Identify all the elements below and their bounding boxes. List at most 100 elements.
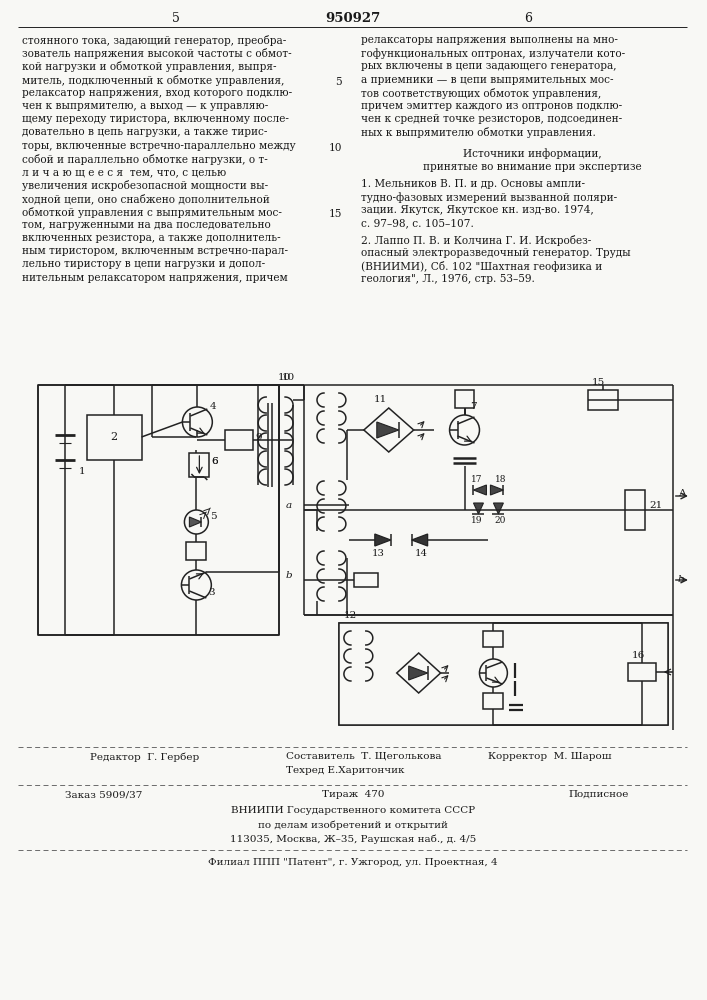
Text: лельно тиристору в цепи нагрузки и допол-: лельно тиристору в цепи нагрузки и допол… bbox=[22, 259, 265, 269]
Bar bbox=[226, 430, 253, 450]
Bar bbox=[187, 542, 206, 560]
Text: 7: 7 bbox=[470, 402, 477, 411]
Polygon shape bbox=[493, 503, 503, 514]
Text: b: b bbox=[678, 576, 684, 584]
Text: л и ч а ю щ е е с я  тем, что, с целью: л и ч а ю щ е е с я тем, что, с целью bbox=[22, 167, 226, 177]
Text: 6: 6 bbox=[211, 456, 218, 466]
Circle shape bbox=[182, 407, 212, 437]
Polygon shape bbox=[364, 408, 414, 452]
Text: 4: 4 bbox=[209, 402, 216, 411]
Polygon shape bbox=[377, 422, 399, 438]
Bar bbox=[87, 415, 141, 460]
Text: A: A bbox=[678, 488, 685, 497]
Text: ВНИИПИ Государственного комитета СССР: ВНИИПИ Государственного комитета СССР bbox=[230, 806, 475, 815]
Text: Составитель  Т. Щеголькова: Составитель Т. Щеголькова bbox=[286, 752, 442, 761]
Text: торы, включенные встречно-параллельно между: торы, включенные встречно-параллельно ме… bbox=[22, 141, 296, 151]
Polygon shape bbox=[189, 517, 201, 527]
Text: 2: 2 bbox=[110, 432, 117, 442]
Circle shape bbox=[450, 415, 479, 445]
Text: 19: 19 bbox=[471, 516, 482, 525]
Text: 11: 11 bbox=[374, 395, 387, 404]
Text: 17: 17 bbox=[471, 475, 482, 484]
Circle shape bbox=[182, 570, 211, 600]
Bar bbox=[484, 693, 503, 709]
Text: Филиал ППП "Патент", г. Ужгород, ул. Проектная, 4: Филиал ППП "Патент", г. Ужгород, ул. Про… bbox=[208, 858, 498, 867]
Text: том, нагруженными на два последовательно: том, нагруженными на два последовательно bbox=[22, 220, 271, 230]
Text: тудно-фазовых измерений вызванной поляри-: тудно-фазовых измерений вызванной поляри… bbox=[361, 192, 617, 203]
Text: 10: 10 bbox=[277, 373, 291, 382]
Text: релаксатор напряжения, вход которого подклю-: релаксатор напряжения, вход которого под… bbox=[22, 88, 292, 98]
Text: Тираж  470: Тираж 470 bbox=[322, 790, 384, 799]
Circle shape bbox=[479, 659, 508, 687]
Text: довательно в цепь нагрузки, а также тирис-: довательно в цепь нагрузки, а также тири… bbox=[22, 127, 267, 137]
Text: b: b bbox=[286, 570, 292, 580]
Text: 10: 10 bbox=[282, 373, 296, 382]
Text: Подписное: Подписное bbox=[568, 790, 629, 799]
Text: а приемники — в цепи выпрямительных мос-: а приемники — в цепи выпрямительных мос- bbox=[361, 75, 614, 85]
Text: геология", Л., 1976, стр. 53–59.: геология", Л., 1976, стр. 53–59. bbox=[361, 274, 534, 284]
Polygon shape bbox=[474, 503, 484, 514]
Bar bbox=[339, 623, 668, 725]
Text: стоянного тока, задающий генератор, преобра-: стоянного тока, задающий генератор, прео… bbox=[22, 35, 286, 46]
Text: 2. Лаппо П. В. и Колчина Г. И. Искробез-: 2. Лаппо П. В. и Колчина Г. И. Искробез- bbox=[361, 235, 591, 246]
Text: 14: 14 bbox=[415, 549, 428, 558]
Bar bbox=[588, 390, 618, 410]
Polygon shape bbox=[397, 653, 440, 693]
Text: 16: 16 bbox=[632, 651, 645, 660]
Text: Заказ 5909/37: Заказ 5909/37 bbox=[65, 790, 142, 799]
Text: зации. Якутск, Якутское кн. изд-во. 1974,: зации. Якутск, Якутское кн. изд-во. 1974… bbox=[361, 205, 594, 215]
Text: 6: 6 bbox=[211, 456, 218, 466]
Bar bbox=[189, 453, 209, 477]
Text: 9: 9 bbox=[255, 434, 262, 442]
Text: Техред Е.Харитончик: Техред Е.Харитончик bbox=[286, 766, 404, 775]
Text: 15: 15 bbox=[329, 209, 342, 219]
Text: 6: 6 bbox=[525, 12, 532, 25]
Polygon shape bbox=[474, 485, 486, 495]
Text: зователь напряжения высокой частоты с обмот-: зователь напряжения высокой частоты с об… bbox=[22, 48, 291, 59]
Text: 10: 10 bbox=[329, 143, 342, 153]
Text: 21: 21 bbox=[649, 500, 662, 510]
Text: 113035, Москва, Ж–35, Раушская наб., д. 4/5: 113035, Москва, Ж–35, Раушская наб., д. … bbox=[230, 834, 476, 844]
Text: митель, подключенный к обмотке управления,: митель, подключенный к обмотке управлени… bbox=[22, 75, 284, 86]
Text: собой и параллельно обмотке нагрузки, о т-: собой и параллельно обмотке нагрузки, о … bbox=[22, 154, 268, 165]
Polygon shape bbox=[411, 534, 428, 546]
Text: ным тиристором, включенным встречно-парал-: ным тиристором, включенным встречно-пара… bbox=[22, 246, 288, 256]
Text: 12: 12 bbox=[344, 611, 357, 620]
Text: чен к средней точке резисторов, подсоединен-: чен к средней точке резисторов, подсоеди… bbox=[361, 114, 622, 124]
Text: 950927: 950927 bbox=[325, 12, 380, 25]
Text: (ВНИИМИ), Сб. 102 "Шахтная геофизика и: (ВНИИМИ), Сб. 102 "Шахтная геофизика и bbox=[361, 261, 602, 272]
Text: чен к выпрямителю, а выход — к управляю-: чен к выпрямителю, а выход — к управляю- bbox=[22, 101, 268, 111]
Text: с. 97–98, с. 105–107.: с. 97–98, с. 105–107. bbox=[361, 219, 474, 229]
Text: 15: 15 bbox=[592, 378, 605, 387]
Text: гофункциональных оптронах, излучатели кото-: гофункциональных оптронах, излучатели ко… bbox=[361, 48, 625, 59]
Bar bbox=[455, 390, 474, 408]
Text: причем эмиттер каждого из оптронов подклю-: причем эмиттер каждого из оптронов подкл… bbox=[361, 101, 622, 111]
Text: Корректор  М. Шарош: Корректор М. Шарош bbox=[489, 752, 612, 761]
Bar bbox=[484, 631, 503, 647]
Text: щему переходу тиристора, включенному после-: щему переходу тиристора, включенному пос… bbox=[22, 114, 288, 124]
Text: a: a bbox=[286, 500, 292, 510]
Circle shape bbox=[185, 510, 209, 534]
Text: тов соответствующих обмоток управления,: тов соответствующих обмоток управления, bbox=[361, 88, 601, 99]
Polygon shape bbox=[409, 666, 428, 680]
Text: 5: 5 bbox=[210, 512, 217, 521]
Text: 5: 5 bbox=[173, 12, 180, 25]
Text: 1: 1 bbox=[78, 467, 86, 476]
Bar bbox=[625, 490, 645, 530]
Polygon shape bbox=[491, 485, 503, 495]
Text: 13: 13 bbox=[371, 549, 384, 558]
Text: рых включены в цепи задающего генератора,: рых включены в цепи задающего генератора… bbox=[361, 61, 617, 71]
Text: включенных резистора, а также дополнитель-: включенных резистора, а также дополнител… bbox=[22, 233, 281, 243]
Text: по делам изобретений и открытий: по делам изобретений и открытий bbox=[258, 820, 448, 830]
Text: ных к выпрямителю обмотки управления.: ных к выпрямителю обмотки управления. bbox=[361, 127, 596, 138]
Text: Источники информации,: Источники информации, bbox=[463, 149, 602, 159]
Text: ходной цепи, оно снабжено дополнительной: ходной цепи, оно снабжено дополнительной bbox=[22, 193, 269, 204]
Text: нительным релаксатором напряжения, причем: нительным релаксатором напряжения, приче… bbox=[22, 273, 288, 283]
Bar bbox=[354, 573, 378, 587]
Bar bbox=[628, 663, 656, 681]
Text: кой нагрузки и обмоткой управления, выпря-: кой нагрузки и обмоткой управления, выпр… bbox=[22, 61, 276, 72]
Text: увеличения искробезопасной мощности вы-: увеличения искробезопасной мощности вы- bbox=[22, 180, 268, 191]
Bar bbox=[38, 385, 279, 635]
Text: 3: 3 bbox=[209, 588, 215, 597]
Text: 18: 18 bbox=[495, 475, 506, 484]
